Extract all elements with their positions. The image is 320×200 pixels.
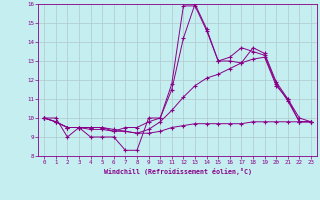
X-axis label: Windchill (Refroidissement éolien,°C): Windchill (Refroidissement éolien,°C) xyxy=(104,168,252,175)
